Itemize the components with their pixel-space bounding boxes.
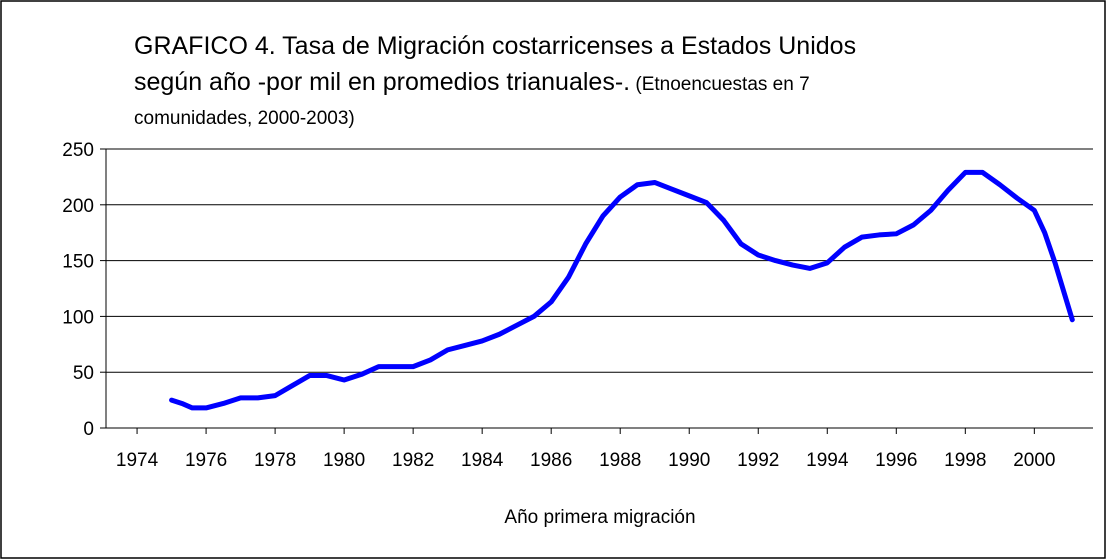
y-tick-label: 150: [62, 252, 94, 273]
x-axis-label: Año primera migración: [504, 507, 695, 528]
x-tick-label: 1978: [254, 450, 296, 471]
x-tick-label: 1996: [875, 450, 917, 471]
y-tick-label: 250: [62, 140, 94, 161]
x-tick-label: 1992: [737, 450, 779, 471]
y-tick-label: 50: [73, 363, 94, 384]
x-tick-label: 2000: [1013, 450, 1055, 471]
x-tick-label: 1988: [599, 450, 641, 471]
y-tick-label: 200: [62, 196, 94, 217]
data-line: [169, 169, 1075, 411]
chart-subtitle: comunidades, 2000-2003): [134, 108, 355, 129]
x-tick-label: 1984: [461, 450, 504, 471]
chart-title: según año -por mil en promedios trianual…: [134, 68, 630, 96]
y-tick-label: 100: [62, 307, 94, 328]
x-tick-label: 1982: [392, 450, 434, 471]
chart-title: GRAFICO 4. Tasa de Migración costarricen…: [134, 32, 856, 60]
chart-subtitle: (Etnoencuestas en 7: [635, 74, 809, 95]
chart-title-line: según año -por mil en promedios trianual…: [134, 68, 810, 96]
x-tick-label: 1990: [668, 450, 710, 471]
y-tick-label: 0: [83, 419, 94, 440]
x-tick-label: 1974: [116, 450, 159, 471]
x-tick-label: 1976: [185, 450, 227, 471]
x-tick-label: 1986: [530, 450, 572, 471]
x-tick-label: 1998: [944, 450, 986, 471]
x-tick-label: 1994: [806, 450, 849, 471]
x-tick-label: 1980: [323, 450, 365, 471]
